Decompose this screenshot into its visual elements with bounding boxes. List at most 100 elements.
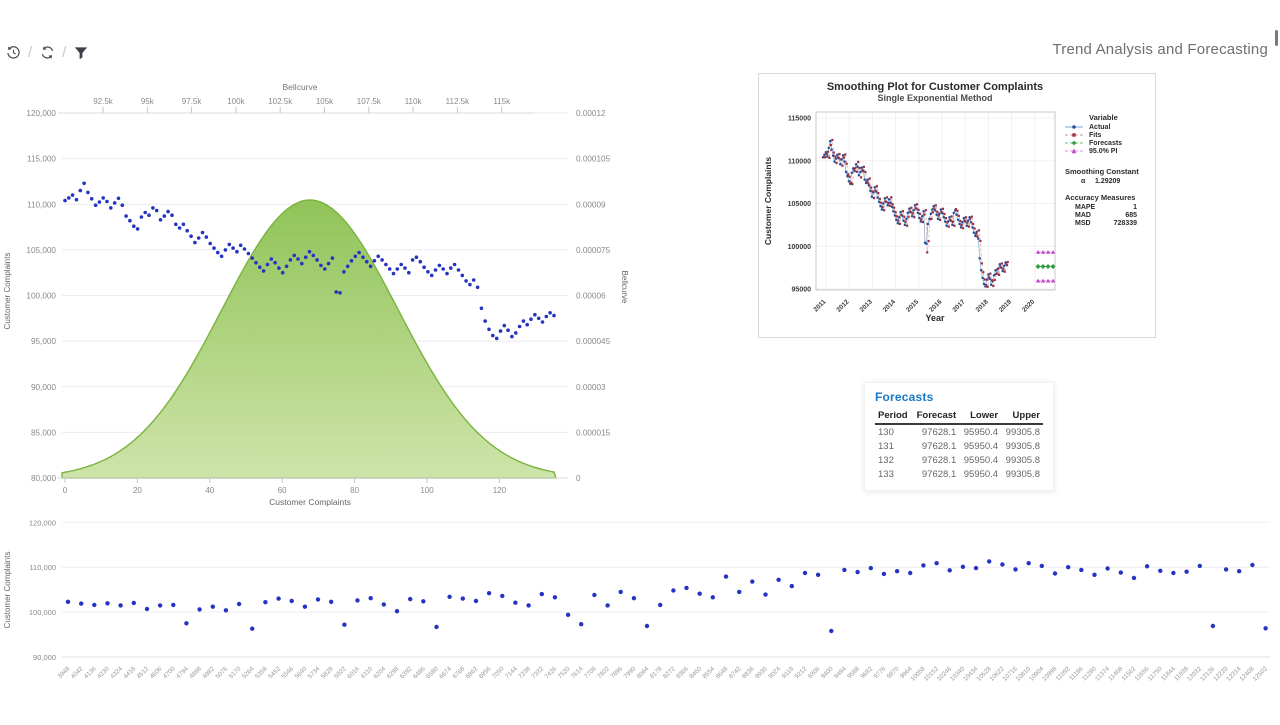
scatter-point — [960, 564, 966, 569]
actual-point — [965, 224, 969, 227]
fits-point — [910, 206, 913, 209]
top-tick-label: 95k — [141, 97, 155, 106]
scatter-point — [737, 589, 742, 595]
actual-point — [931, 208, 934, 211]
scatter-point — [644, 623, 650, 629]
actual-point — [978, 256, 981, 260]
actual-point — [883, 197, 887, 200]
fits-point — [966, 221, 969, 224]
x-tick-label: 2013 — [859, 298, 874, 313]
smoothing-plot-card[interactable]: Smoothing Plot for Customer Complaints Si… — [758, 73, 1156, 338]
scatter-point — [147, 213, 151, 217]
forecasts-cell: 95950.4 — [963, 468, 999, 480]
scatter-point — [447, 594, 452, 599]
y-left-tick-label: 80,000 — [31, 474, 56, 483]
scatter-point — [250, 256, 254, 260]
legend-marker — [1071, 148, 1077, 154]
fits-point — [888, 204, 891, 207]
chart-subtitle: Single Exponential Method — [877, 93, 992, 103]
actual-point — [989, 283, 993, 286]
y-tick-label: 110,000 — [29, 563, 56, 572]
filter-icon[interactable] — [73, 45, 89, 61]
scatter-point — [219, 254, 224, 259]
scatter-point — [93, 203, 98, 207]
scatter-point — [1118, 570, 1124, 575]
bellcurve-overlay-chart[interactable]: 120,000 0.00012 115,000 0.000105 110,000 0.00… — [0, 75, 650, 517]
scatter-point — [342, 622, 347, 627]
scatter-point — [139, 215, 144, 219]
x-tick-label: 4700 — [162, 665, 177, 680]
scatter-point — [223, 248, 228, 252]
fits-point — [973, 227, 976, 230]
scatter-point — [434, 624, 439, 630]
scatter-point — [263, 600, 268, 605]
scatter-point — [479, 306, 484, 311]
actual-point — [882, 202, 885, 205]
scatter-point — [987, 559, 992, 564]
actual-point — [854, 162, 858, 166]
x-tick-label: 5358 — [254, 665, 269, 680]
scatter-point — [158, 218, 163, 222]
y-right-tick-label: 0 — [576, 474, 581, 483]
fits-point — [959, 219, 962, 222]
y-right-tick-label: 0.000105 — [576, 155, 611, 164]
fits-point — [842, 156, 845, 159]
scatter-point — [441, 267, 446, 271]
fits-point — [929, 217, 932, 221]
scatter-point — [1223, 567, 1229, 572]
y-left-tick-label: 105,000 — [26, 246, 56, 255]
complaints-by-driver-chart[interactable]: 120,000 110,000 100,000 90,000 Customer Comp… — [0, 508, 1280, 720]
fits-point — [898, 222, 901, 225]
scatter-point — [408, 596, 413, 602]
actual-point — [981, 276, 984, 280]
scatter-point — [284, 264, 289, 269]
scatter-point — [421, 599, 426, 604]
scatter-point — [1197, 563, 1203, 569]
actual-point — [890, 205, 894, 209]
scatter-point — [338, 291, 342, 295]
actual-point — [897, 215, 901, 219]
y-left-tick-label: 90,000 — [31, 383, 56, 392]
forecasts-cell: 131 — [878, 440, 894, 452]
undo-icon[interactable] — [5, 45, 21, 61]
actual-point — [887, 197, 891, 201]
scatter-point — [276, 596, 281, 601]
pi-point — [1050, 249, 1056, 254]
scatter-point — [357, 250, 361, 255]
scatter-point — [144, 606, 150, 612]
actual-point — [836, 153, 839, 157]
fits-point — [845, 162, 848, 165]
fits-point — [990, 279, 993, 282]
fits-point — [828, 156, 831, 159]
alpha-value: 1.29209 — [1095, 178, 1120, 185]
actual-point — [857, 174, 861, 177]
scatter-point — [261, 269, 266, 273]
actual-point — [961, 221, 964, 224]
scatter-point — [120, 203, 125, 207]
x-tick-label: 2019 — [998, 298, 1013, 313]
x-tick-label: 9024 — [767, 665, 782, 680]
scrollbar-thumb[interactable] — [1275, 30, 1278, 46]
scatter-point — [526, 603, 531, 608]
scatter-point — [78, 188, 83, 193]
actual-point — [870, 195, 874, 198]
scatter-point — [1079, 567, 1084, 573]
refresh-icon[interactable] — [39, 45, 55, 61]
x-tick-label: 40 — [205, 486, 214, 495]
fits-point — [880, 201, 883, 204]
fits-point — [881, 206, 884, 209]
accuracy-measure-name: MAPE — [1075, 204, 1096, 211]
scatter-point — [289, 598, 294, 604]
fits-point — [956, 209, 959, 212]
y-left-tick-label: 110,000 — [27, 200, 56, 209]
x-tick-label: 8648 — [715, 665, 730, 680]
scatter-point — [151, 206, 155, 210]
x-tick-label: 2017 — [951, 298, 966, 313]
actual-point — [823, 153, 826, 157]
pi-point — [1040, 249, 1046, 254]
actual-point — [877, 200, 881, 204]
scatter-point — [174, 222, 178, 227]
forecasts-table: Period Forecast Lower Upper 130 97628.1 95950… — [875, 409, 1043, 481]
scatter-point — [67, 196, 71, 200]
x-tick-label: 4042 — [70, 665, 85, 680]
